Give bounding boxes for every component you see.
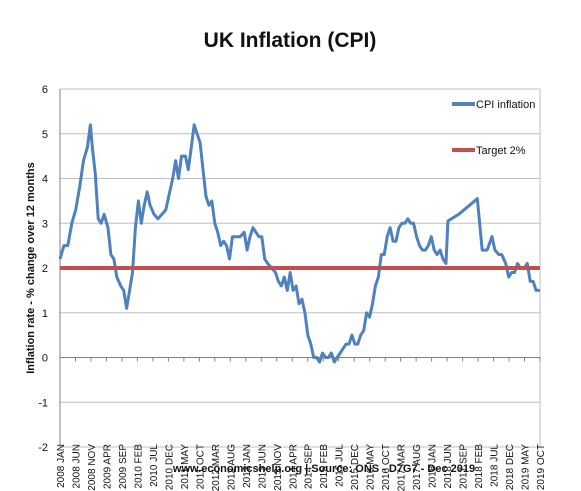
x-tick-label: 2008 JAN [56,444,67,488]
y-tick-label: 2 [42,263,48,275]
x-tick-label: 2017 SEP [459,444,470,489]
x-tick-label: 2018 DEC [505,444,516,490]
x-tick-label: 2014 SEP [304,444,315,489]
x-tick-label: 2010 DEC [164,444,175,490]
legend: CPI inflation Target 2% [452,99,535,157]
x-tick-label: 2013 NOV [273,444,284,491]
x-tick-label: 2018 JAN [428,444,439,488]
x-tick-label: 2010 JUL [149,444,160,487]
chart-title: UK Inflation (CPI) [204,29,377,52]
legend-label-target: Target 2% [476,145,526,157]
x-tick-label: 2012 AUG [226,444,237,490]
x-tick-label: 2008 JUN [71,444,82,488]
y-tick-label: 0 [42,353,48,365]
x-tick-label: 2018 JUN [443,444,454,488]
x-tick-label: 2018 FEB [474,444,485,489]
x-tick-label: 2019 MAY [521,444,532,490]
x-tick-label: 2009 SEP [118,444,129,489]
x-tick-label: 2011 OCT [195,444,206,489]
x-tick-label: 2013 JAN [242,444,253,488]
x-tick-label: 2018 JUL [490,444,501,487]
x-tick-label: 2008 NOV [87,444,98,491]
x-tick-label: 2017 MAR [397,444,408,491]
x-tick-label: 2010 FEB [133,444,144,489]
legend-label-cpi: CPI inflation [476,99,535,111]
y-axis-label: Inflation rate - % change over 12 months [25,162,37,374]
x-tick-label: 2013 JUN [257,444,268,488]
axes [59,89,541,447]
y-tick-label: 6 [42,84,48,96]
x-tick-label: 2015 DEC [350,444,361,490]
x-tick-label: 2016 MAY [366,444,377,490]
x-tick-label: 2009 APR [102,444,113,489]
y-tick-label: 1 [42,308,48,320]
x-tick-label: 2011 MAY [180,444,191,490]
y-tick-label: 3 [42,218,48,230]
y-tick-label: -1 [38,397,48,409]
series-lines [58,123,540,364]
x-tick-label: 2012 MAR [211,444,222,491]
y-tick-label: 4 [42,174,48,186]
cpi-inflation-line [58,123,540,364]
x-tick-labels: 2008 JAN 2008 JUN 2008 NOV 2009 APR 2009 SEP… [56,444,547,491]
y-tick-label: 5 [42,129,48,141]
x-tick-label: 2015 JUL [335,444,346,487]
x-tick-label: 2017 AUG [412,444,423,490]
x-tick-label: 2014 APR [288,444,299,489]
source-note: www.economicshelp.org | Source: ONS - D7… [172,463,475,475]
y-tick-labels: 6 5 4 3 2 1 0 -1 -2 [38,84,48,454]
y-tick-label: -2 [38,442,48,454]
x-tick-label: 2016 OCT [381,444,392,490]
x-tick-label: 2015 FEB [319,444,330,489]
x-tick-label: 2019 OCT [536,444,547,490]
